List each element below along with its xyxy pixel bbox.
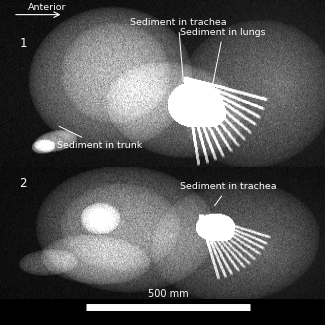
Text: 1: 1: [20, 37, 27, 50]
Text: Anterior: Anterior: [28, 3, 66, 12]
Text: 500 mm: 500 mm: [148, 289, 188, 299]
Text: Sediment in lungs: Sediment in lungs: [180, 28, 266, 97]
Text: Sediment in trunk: Sediment in trunk: [57, 126, 142, 150]
Text: Sediment in trachea: Sediment in trachea: [180, 182, 277, 206]
Text: 2: 2: [20, 177, 27, 190]
Text: Sediment in trachea: Sediment in trachea: [130, 18, 227, 82]
